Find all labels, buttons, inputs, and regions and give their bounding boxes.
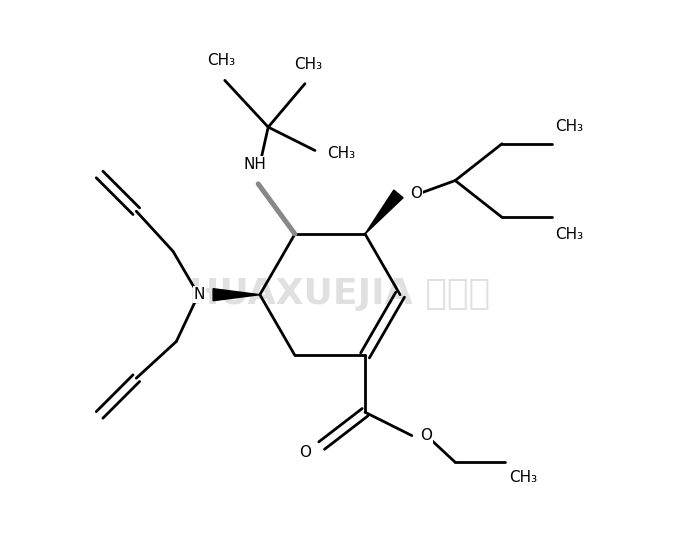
Text: CH₃: CH₃ (207, 53, 235, 68)
Text: O: O (300, 445, 311, 460)
Text: CH₃: CH₃ (556, 119, 583, 134)
Text: CH₃: CH₃ (556, 227, 583, 242)
Polygon shape (365, 190, 403, 234)
Text: N: N (194, 287, 205, 302)
Text: O: O (411, 186, 422, 201)
Text: CH₃: CH₃ (509, 470, 537, 485)
Text: O: O (420, 428, 432, 443)
Text: HUAXUEJIA 化学加: HUAXUEJIA 化学加 (190, 277, 490, 311)
Text: CH₃: CH₃ (327, 146, 355, 161)
Text: CH₃: CH₃ (294, 57, 322, 72)
Text: NH: NH (243, 157, 267, 172)
Polygon shape (213, 289, 260, 301)
